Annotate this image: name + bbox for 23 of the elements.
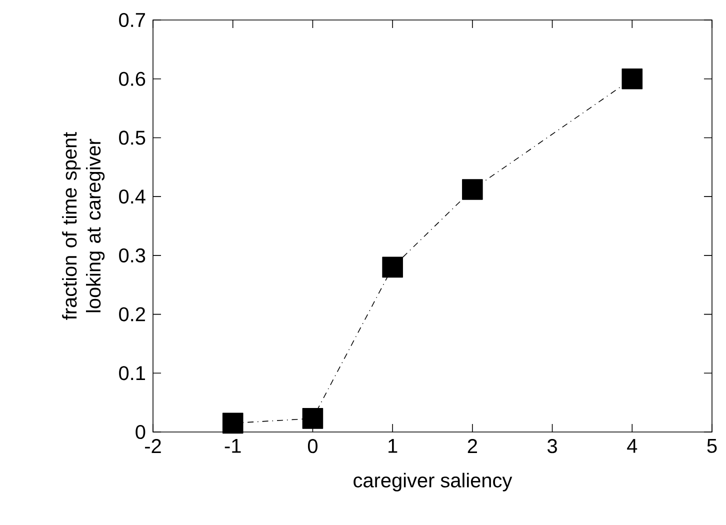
x-tick-label: -1 [224,439,241,453]
x-tick-label: 5 [707,439,717,453]
point [462,179,483,200]
point [222,412,244,434]
point [302,408,324,429]
x-tick-label: 4 [627,439,638,453]
x-tick-label: 1 [388,439,398,453]
x-tick-label: 2 [468,439,477,453]
y-tick-label: 0.5 [119,130,146,145]
y-tick-label: 0.4 [119,190,146,204]
point [622,68,643,90]
point [382,256,403,278]
y-tick-label: 0.7 [119,12,145,28]
y-tick-label: 0.2 [119,307,145,322]
x-tick-label: 0 [308,439,318,454]
x-tick-label: -2 [145,439,161,453]
y-tick-label: 0.6 [119,72,146,86]
y-axis-title: fraction of time spent looking at caregiver [62,132,105,320]
x-tick-label: 3 [547,439,557,454]
y-tick-label: 0.3 [119,248,146,262]
y-tick-label: 0 [136,424,146,440]
y-tick-label: 0.1 [119,366,146,380]
x-axis-title: caregiver saliency [354,472,512,492]
